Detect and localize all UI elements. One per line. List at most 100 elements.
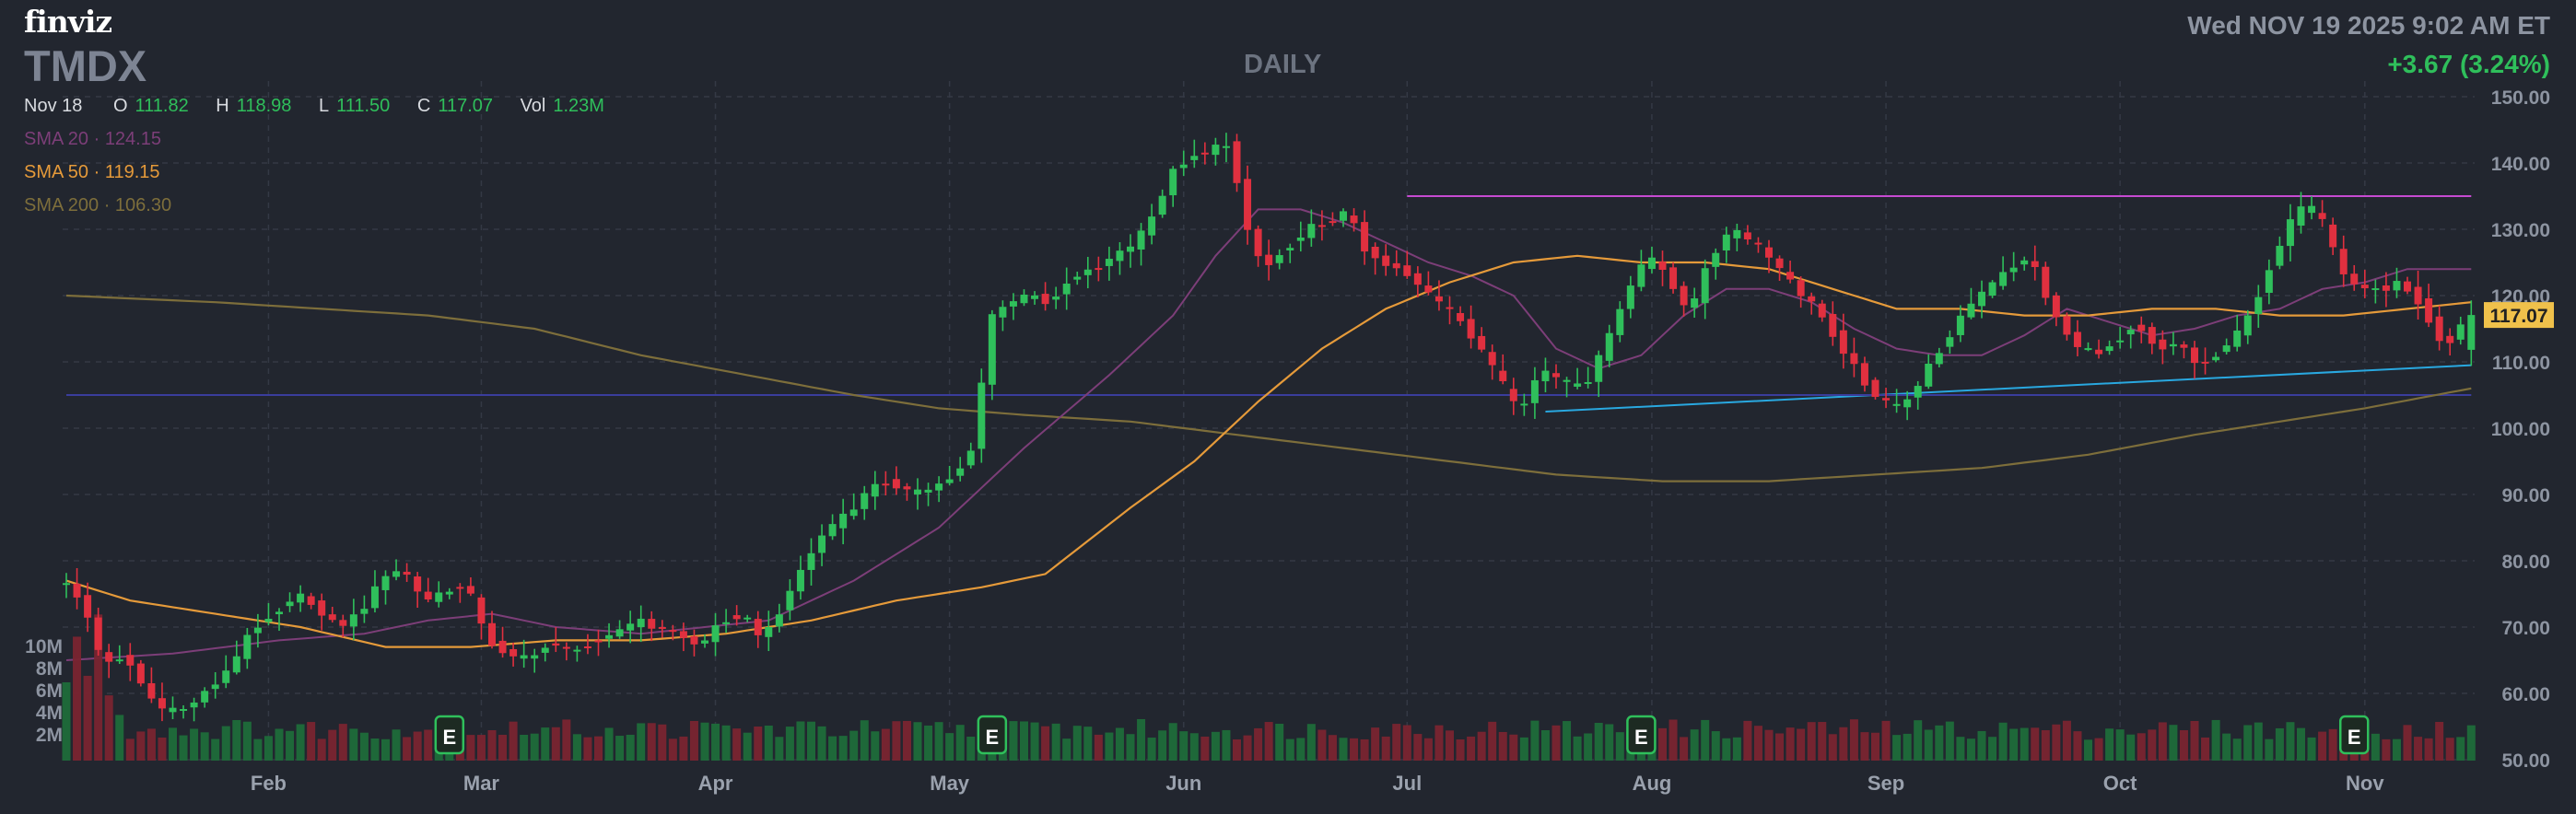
- candle-body: [966, 450, 975, 466]
- volume-bar: [1105, 732, 1114, 761]
- volume-tick-label: 8M: [35, 658, 63, 680]
- volume-bar: [1296, 738, 1306, 761]
- volume-bar: [1477, 731, 1486, 761]
- volume-bar: [317, 738, 326, 761]
- volume-bar: [1764, 729, 1774, 761]
- candle-body: [264, 619, 273, 622]
- candle-body: [744, 617, 752, 620]
- candle-body: [136, 663, 145, 684]
- volume-bar: [1275, 724, 1284, 761]
- candle-body: [2297, 206, 2305, 227]
- candle-body: [765, 626, 773, 637]
- candle-body: [1457, 313, 1465, 321]
- candle-body: [1733, 229, 1741, 238]
- candle-body: [1127, 246, 1134, 252]
- candle-body: [552, 643, 560, 646]
- volume-bar: [1222, 729, 1231, 761]
- volume-bar: [2073, 731, 2082, 761]
- candle-body: [1946, 337, 1954, 347]
- candle-body: [2254, 297, 2263, 314]
- volume-bar: [1658, 727, 1667, 761]
- candle-body: [307, 596, 315, 605]
- candle-body: [1605, 332, 1613, 361]
- candle-body: [637, 618, 645, 628]
- volume-bar: [2392, 738, 2401, 761]
- candle-body: [1434, 296, 1443, 302]
- volume-bar: [945, 733, 954, 761]
- candle-body: [222, 670, 230, 683]
- candle-body: [2020, 260, 2029, 265]
- volume-bar: [1062, 738, 1071, 761]
- candle-body: [1925, 363, 1933, 387]
- volume-bar: [296, 724, 305, 761]
- candle-body: [488, 622, 496, 646]
- volume-bar: [2307, 737, 2316, 761]
- volume-bar: [1211, 731, 1220, 761]
- volume-bar: [1264, 722, 1273, 761]
- volume-bar: [562, 719, 571, 761]
- volume-bar: [860, 720, 869, 761]
- volume-bar: [913, 722, 922, 761]
- volume-bar: [689, 720, 698, 761]
- candle-body: [169, 707, 177, 713]
- candle-body: [999, 307, 1007, 318]
- candle-body: [2212, 356, 2220, 361]
- candle-body: [818, 535, 826, 553]
- candle-body: [1478, 335, 1486, 350]
- candle-body: [1691, 298, 1699, 308]
- date-tick-label: Aug: [1633, 772, 1672, 795]
- candle-body: [722, 622, 731, 624]
- candle-body: [180, 708, 188, 712]
- volume-bar: [1009, 721, 1018, 761]
- price-tick-label: 110.00: [2492, 353, 2550, 374]
- volume-bar: [2243, 725, 2253, 761]
- candle-body: [297, 593, 305, 603]
- open-value: 111.82: [135, 96, 189, 116]
- volume-bar: [1563, 721, 1572, 761]
- volume-bar: [2328, 728, 2337, 761]
- high-label: H: [216, 96, 229, 116]
- candle-body: [435, 592, 443, 602]
- candle-body: [1296, 237, 1305, 241]
- volume-tick-label: 4M: [35, 703, 63, 724]
- candle-body: [2222, 345, 2231, 353]
- candle-body: [1509, 389, 1517, 401]
- sma20-legend[interactable]: SMA 20 · 124.15: [24, 129, 161, 149]
- candle-body: [775, 614, 783, 627]
- sma50-legend[interactable]: SMA 50 · 119.15: [24, 162, 160, 182]
- volume-bar: [934, 722, 943, 761]
- candle-body: [828, 524, 837, 537]
- candle-body: [1967, 303, 1975, 318]
- volume-bar: [2179, 729, 2188, 761]
- volume-bar: [2297, 727, 2305, 761]
- volume-bar: [275, 728, 284, 761]
- candle-body: [1361, 222, 1369, 252]
- volume-bar: [732, 728, 742, 761]
- finviz-logo[interactable]: finviz: [24, 4, 112, 40]
- volume-bar: [2265, 738, 2274, 761]
- volume-bars: [62, 614, 2476, 761]
- volume-bar: [1115, 727, 1124, 761]
- candle-body: [105, 652, 113, 662]
- volume-bar: [881, 728, 890, 761]
- volume-bar: [1317, 729, 1327, 761]
- volume-bar: [2414, 737, 2423, 761]
- open-label: O: [112, 96, 128, 116]
- volume-bar: [1988, 737, 1997, 761]
- close-value: 117.07: [438, 96, 493, 116]
- volume-bar: [2456, 737, 2465, 761]
- candle-body: [679, 631, 687, 638]
- volume-bar: [1371, 727, 1380, 761]
- candle-body: [2126, 330, 2135, 335]
- volume-bar: [2466, 725, 2476, 761]
- volume-bar: [1743, 720, 1752, 761]
- candle-body: [1009, 301, 1017, 307]
- price-tick-label: 130.00: [2491, 220, 2550, 241]
- volume-bar: [2084, 739, 2092, 761]
- date-tick-label: Jun: [1165, 772, 1201, 795]
- volume-bar: [1722, 738, 1731, 761]
- sma200-legend[interactable]: SMA 200 · 106.30: [24, 195, 172, 215]
- candle-body: [1616, 308, 1624, 335]
